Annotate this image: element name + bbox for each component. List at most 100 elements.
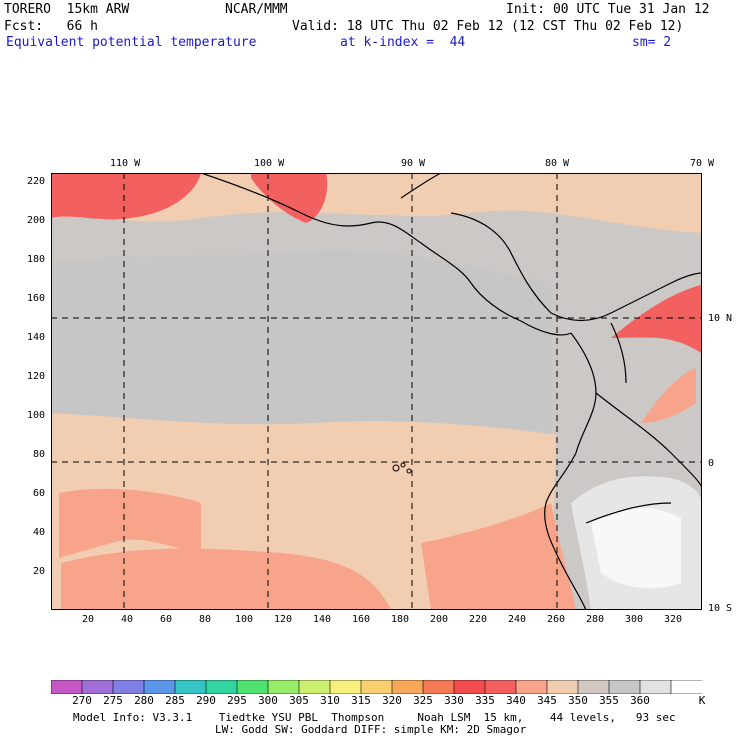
lon-label-70w: 70 W [690, 158, 715, 169]
field-region-red-nw [51, 173, 201, 220]
lat-label-0: 0 [708, 458, 715, 469]
coastlines [200, 173, 702, 610]
x-tick: 240 [508, 614, 527, 625]
x-tick: 180 [391, 614, 410, 625]
colorbar-label: 310 [320, 694, 340, 707]
init-time: Init: 00 UTC Tue 31 Jan 12 [506, 2, 710, 17]
field-name: Equivalent potential temperature [6, 35, 257, 50]
y-tick: 180 [26, 254, 45, 265]
lon-label-110w: 110 W [110, 158, 141, 169]
colorbar-swatch [298, 680, 331, 694]
coast-andes-border [595, 392, 702, 489]
colorbar-swatch [143, 680, 176, 694]
colorbar-swatch [608, 680, 641, 694]
colorbar-label: 315 [351, 694, 371, 707]
colorbar-label: 305 [289, 694, 309, 707]
smoothing-label: sm= 2 [632, 35, 672, 50]
field-region-salmon-coast [421, 503, 576, 610]
colorbar-label: 320 [382, 694, 402, 707]
x-tick: 60 [160, 614, 173, 625]
y-tick: 120 [26, 371, 45, 382]
lon-label-80w: 80 W [545, 158, 570, 169]
y-tick: 140 [26, 332, 45, 343]
colorbar-label: 340 [506, 694, 526, 707]
level-label: at k-index = 44 [340, 35, 466, 50]
theta-e-map [51, 173, 702, 610]
field-region-red-ne [611, 285, 701, 353]
lat-label-10s: 10 S [708, 603, 733, 614]
colorbar-swatch [546, 680, 579, 694]
y-tick: 100 [26, 410, 45, 421]
y-tick: 60 [32, 488, 45, 499]
colorbar-label: 350 [568, 694, 588, 707]
colorbar-label: 300 [258, 694, 278, 707]
x-tick: 100 [235, 614, 254, 625]
colorbar-label: 295 [227, 694, 247, 707]
x-tick: 120 [274, 614, 293, 625]
colorbar-swatch [51, 680, 83, 694]
model-info-line2: LW: Godd SW: Goddard DIFF: simple KM: 2D… [215, 723, 527, 736]
colorbar-swatch [577, 680, 610, 694]
center-label: NCAR/MMM [225, 2, 288, 17]
field-region-red-mex [251, 173, 328, 223]
colorbar-unit: K [698, 694, 706, 707]
colorbar-swatch [391, 680, 424, 694]
x-tick: 20 [82, 614, 95, 625]
colorbar-swatch [112, 680, 145, 694]
lon-label-100w: 100 W [254, 158, 285, 169]
graticule [51, 173, 702, 610]
x-tick: 80 [199, 614, 212, 625]
field-region-gray [51, 250, 551, 433]
lat-label-10n: 10 N [708, 313, 733, 324]
x-tick: 320 [664, 614, 683, 625]
y-tick: 220 [26, 176, 45, 187]
colorbar-label: 280 [134, 694, 154, 707]
colorbar-label: 290 [196, 694, 216, 707]
colorbar-swatch [205, 680, 238, 694]
colorbar-swatch [236, 680, 269, 694]
colorbar [51, 680, 702, 694]
colorbar-label: 355 [599, 694, 619, 707]
colorbar-label: 285 [165, 694, 185, 707]
border-interior [610, 322, 627, 384]
field-region-white-core [591, 507, 681, 589]
colorbar-swatch [670, 680, 702, 694]
x-tick: 300 [625, 614, 644, 625]
map-frame [51, 173, 702, 610]
colorbar-swatch [174, 680, 207, 694]
colorbar-label: 345 [537, 694, 557, 707]
x-tick: 220 [469, 614, 488, 625]
colorbar-swatch [329, 680, 362, 694]
valid-time: Valid: 18 UTC Thu 02 Feb 12 (12 CST Thu … [292, 19, 684, 34]
coast-yucatan [400, 173, 442, 199]
x-tick: 40 [121, 614, 134, 625]
coast-ecuador-peru [544, 452, 587, 610]
x-tick: 280 [586, 614, 605, 625]
colorbar-swatch [422, 680, 455, 694]
colorbar-label: 335 [475, 694, 495, 707]
colorbar-swatch [515, 680, 548, 694]
model-title: TORERO 15km ARW [4, 2, 130, 17]
field-region-salmon-s [61, 548, 391, 610]
coast-south-border [585, 502, 672, 524]
coast-caribbean [450, 212, 702, 322]
colorbar-label: 360 [630, 694, 650, 707]
colorbar-label: 325 [413, 694, 433, 707]
x-tick: 200 [430, 614, 449, 625]
y-tick: 40 [32, 527, 45, 538]
field-region-peach-north [51, 173, 702, 233]
colorbar-swatch [484, 680, 517, 694]
colorbar-swatch [267, 680, 300, 694]
x-tick: 160 [352, 614, 371, 625]
colorbar-swatch [639, 680, 672, 694]
x-tick: 260 [547, 614, 566, 625]
forecast-hour: Fcst: 66 h [4, 19, 98, 34]
x-tick: 140 [313, 614, 332, 625]
field-region-salmon-sw [59, 488, 201, 558]
y-tick: 200 [26, 215, 45, 226]
y-tick: 160 [26, 293, 45, 304]
lon-label-90w: 90 W [401, 158, 426, 169]
colorbar-swatch [453, 680, 486, 694]
colorbar-swatch [360, 680, 393, 694]
y-tick: 20 [32, 566, 45, 577]
